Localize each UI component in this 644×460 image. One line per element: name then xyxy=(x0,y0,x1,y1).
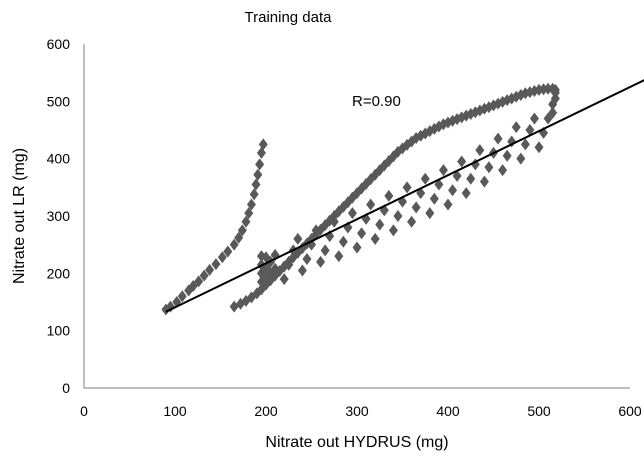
data-point xyxy=(229,238,239,251)
data-point xyxy=(388,224,398,237)
data-point xyxy=(438,164,448,177)
data-point xyxy=(534,141,544,154)
y-tick-label: 400 xyxy=(47,151,71,167)
data-point xyxy=(493,132,503,145)
x-tick-label: 600 xyxy=(618,403,642,419)
data-point xyxy=(237,224,247,237)
data-point xyxy=(443,198,453,211)
data-point xyxy=(258,138,268,151)
data-point xyxy=(334,250,344,263)
data-point xyxy=(311,224,321,237)
data-point xyxy=(366,198,376,211)
data-point xyxy=(199,269,209,282)
data-point xyxy=(457,155,467,168)
data-point xyxy=(211,258,221,271)
data-point xyxy=(548,106,558,119)
data-point xyxy=(279,273,289,286)
data-point xyxy=(251,178,261,191)
data-point xyxy=(520,138,530,151)
data-point xyxy=(429,192,439,205)
data-point xyxy=(320,244,330,257)
data-point xyxy=(338,235,348,248)
data-point xyxy=(241,215,251,228)
data-point xyxy=(466,172,476,185)
data-point xyxy=(244,207,254,220)
y-axis-label: Nitrate out LR (mg) xyxy=(11,148,28,284)
y-tick-label: 500 xyxy=(47,93,71,109)
data-point xyxy=(284,258,294,271)
data-point xyxy=(316,255,326,268)
plot-area xyxy=(83,44,630,389)
data-point xyxy=(543,82,553,95)
data-point xyxy=(461,187,471,200)
regression-line xyxy=(165,79,644,313)
y-tick-label: 600 xyxy=(47,36,71,52)
data-point xyxy=(329,215,339,228)
data-point xyxy=(516,152,526,165)
x-axis-label: Nitrate out HYDRUS (mg) xyxy=(265,434,448,451)
data-point xyxy=(253,168,263,181)
data-point xyxy=(448,184,458,197)
x-tick-label: 100 xyxy=(163,403,187,419)
data-point xyxy=(302,253,312,265)
data-point xyxy=(375,218,385,231)
x-tick-label: 400 xyxy=(436,403,460,419)
data-point xyxy=(297,264,307,277)
data-point xyxy=(384,189,394,202)
data-point xyxy=(511,121,521,134)
x-tick-label: 200 xyxy=(254,403,278,419)
data-point xyxy=(194,275,204,288)
data-point xyxy=(411,201,421,214)
data-point xyxy=(249,188,259,201)
data-point xyxy=(255,158,265,171)
data-point xyxy=(217,251,227,264)
x-tick-label: 0 xyxy=(80,403,88,419)
data-point xyxy=(393,210,403,222)
correlation-annotation: R=0.90 xyxy=(352,93,401,110)
data-point xyxy=(352,241,362,254)
data-point xyxy=(484,161,494,174)
y-tick-label: 200 xyxy=(47,265,71,281)
data-point xyxy=(246,198,256,211)
data-point xyxy=(529,112,539,125)
data-point xyxy=(502,149,512,162)
data-point xyxy=(402,181,412,194)
y-tick-label: 100 xyxy=(47,323,71,339)
x-tick-label: 500 xyxy=(527,403,551,419)
chart-title: Training data xyxy=(245,9,333,26)
data-points xyxy=(161,82,560,316)
data-point xyxy=(425,207,435,220)
data-point xyxy=(205,263,215,276)
data-point xyxy=(420,172,430,185)
data-point xyxy=(270,262,280,275)
data-point xyxy=(357,227,367,240)
data-point xyxy=(256,146,266,159)
data-point xyxy=(525,124,535,136)
data-point xyxy=(475,144,485,157)
axis-ticks: 0 100 200 300 400 500 600 0 100 200 300 400 500 600 xyxy=(47,36,642,419)
data-point xyxy=(347,207,357,220)
data-point xyxy=(479,175,489,188)
data-point xyxy=(234,231,244,244)
y-tick-label: 0 xyxy=(62,380,70,396)
data-point xyxy=(223,245,233,258)
data-point xyxy=(370,232,380,245)
data-point xyxy=(293,232,303,245)
data-point xyxy=(407,215,417,228)
y-tick-label: 300 xyxy=(47,208,71,224)
data-point xyxy=(498,164,508,177)
x-tick-label: 300 xyxy=(345,403,369,419)
data-point xyxy=(550,86,560,99)
data-point xyxy=(177,290,187,303)
